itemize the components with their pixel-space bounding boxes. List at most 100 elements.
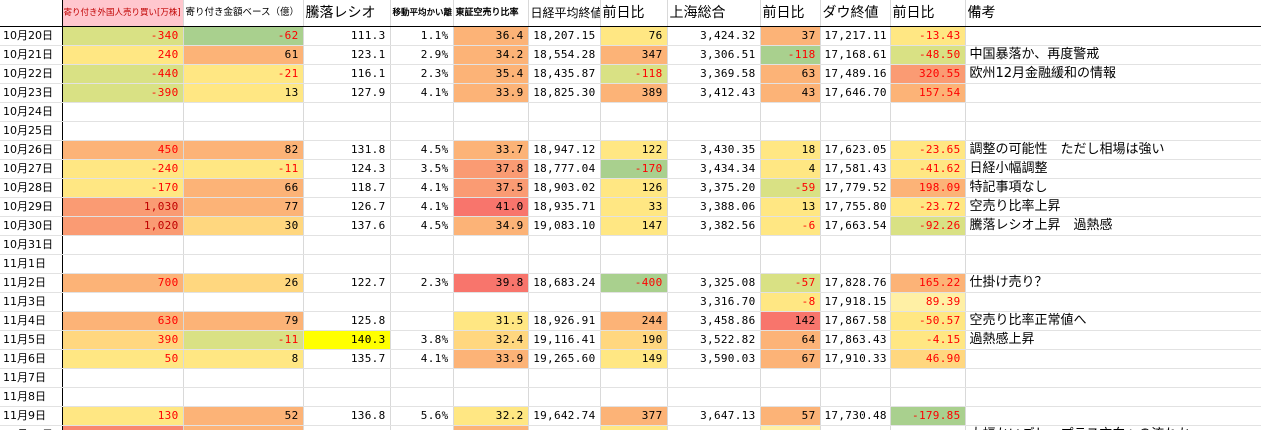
cell-updown_ratio[interactable]: 137.6 bbox=[303, 216, 391, 236]
cell-foreign_open_trades[interactable]: -340 bbox=[62, 26, 184, 46]
header-remarks[interactable]: 備考 bbox=[965, 0, 1261, 27]
header-dow_close[interactable]: ダウ終値 bbox=[820, 0, 891, 27]
cell-open_amount_base[interactable]: 77 bbox=[183, 197, 304, 217]
cell-dow_close[interactable]: 17,623.05 bbox=[820, 140, 891, 160]
cell-foreign_open_trades[interactable]: 1,230 bbox=[62, 425, 184, 430]
cell-nikkei_close[interactable]: 18,683.24 bbox=[528, 273, 601, 293]
cell-open_amount_base[interactable] bbox=[183, 254, 304, 274]
cell-updown_ratio[interactable]: 134.0 bbox=[303, 425, 391, 430]
cell-dow_close[interactable]: 17,867.58 bbox=[820, 311, 891, 331]
cell-shanghai_composite[interactable] bbox=[667, 235, 761, 255]
cell-nikkei_change[interactable]: 244 bbox=[600, 311, 668, 331]
cell-nikkei_close[interactable]: 18,554.28 bbox=[528, 45, 601, 65]
remark-cell[interactable] bbox=[965, 368, 1261, 388]
cell-nikkei_close[interactable] bbox=[528, 235, 601, 255]
cell-foreign_open_trades[interactable] bbox=[62, 368, 184, 388]
cell-dow_close[interactable]: 17,918.15 bbox=[820, 292, 891, 312]
cell-dow_close[interactable] bbox=[820, 254, 891, 274]
remark-cell[interactable]: 日経小幅調整 bbox=[965, 159, 1261, 179]
cell-tse_short_ratio[interactable]: 39.8 bbox=[453, 273, 529, 293]
cell-shanghai_change[interactable]: 63 bbox=[760, 64, 821, 84]
cell-foreign_open_trades[interactable]: 240 bbox=[62, 45, 184, 65]
cell-ma_divergence[interactable] bbox=[390, 387, 454, 407]
cell-shanghai_change[interactable]: -8 bbox=[760, 292, 821, 312]
header-nikkei_change[interactable]: 前日比 bbox=[600, 0, 668, 27]
header-foreign_open_trades[interactable]: 寄り付き外国人売り買い[万株] bbox=[62, 0, 184, 27]
cell-shanghai_composite[interactable]: 3,325.08 bbox=[667, 273, 761, 293]
remark-cell[interactable]: 過熱感上昇 bbox=[965, 330, 1261, 350]
cell-nikkei_close[interactable]: 18,435.87 bbox=[528, 64, 601, 84]
cell-ma_divergence[interactable]: 4.1% bbox=[390, 197, 454, 217]
cell-tse_short_ratio[interactable]: 35.4 bbox=[453, 64, 529, 84]
cell-dow_close[interactable]: 17,730.48 bbox=[820, 406, 891, 426]
row-date[interactable]: 11月3日 bbox=[0, 292, 63, 312]
cell-dow_close[interactable]: 17,910.33 bbox=[820, 349, 891, 369]
cell-shanghai_change[interactable] bbox=[760, 254, 821, 274]
remark-cell[interactable]: 調整の可能性 ただし相場は強い bbox=[965, 140, 1261, 160]
cell-ma_divergence[interactable] bbox=[390, 235, 454, 255]
row-date[interactable]: 11月2日 bbox=[0, 273, 63, 293]
cell-dow_change[interactable]: 157.54 bbox=[890, 83, 966, 103]
cell-ma_divergence[interactable]: 4.5% bbox=[390, 216, 454, 236]
cell-open_amount_base[interactable]: 82 bbox=[183, 140, 304, 160]
cell-dow_change[interactable] bbox=[890, 368, 966, 388]
cell-foreign_open_trades[interactable] bbox=[62, 121, 184, 141]
cell-shanghai_composite[interactable] bbox=[667, 387, 761, 407]
remark-cell[interactable] bbox=[965, 406, 1261, 426]
cell-nikkei_close[interactable]: 19,671.26 bbox=[528, 425, 601, 430]
cell-updown_ratio[interactable] bbox=[303, 121, 391, 141]
cell-tse_short_ratio[interactable]: 32.2 bbox=[453, 406, 529, 426]
cell-nikkei_close[interactable] bbox=[528, 254, 601, 274]
cell-dow_change[interactable]: 89.39 bbox=[890, 292, 966, 312]
remark-cell[interactable] bbox=[965, 292, 1261, 312]
cell-dow_change[interactable]: -48.50 bbox=[890, 45, 966, 65]
header-date[interactable] bbox=[0, 0, 63, 27]
remark-cell[interactable]: 空売り比率上昇 bbox=[965, 197, 1261, 217]
cell-nikkei_change[interactable]: -118 bbox=[600, 64, 668, 84]
cell-open_amount_base[interactable]: -11 bbox=[183, 330, 304, 350]
remark-cell[interactable] bbox=[965, 235, 1261, 255]
cell-shanghai_change[interactable] bbox=[760, 121, 821, 141]
cell-shanghai_composite[interactable]: 3,430.35 bbox=[667, 140, 761, 160]
cell-shanghai_change[interactable]: 142 bbox=[760, 311, 821, 331]
cell-shanghai_composite[interactable]: 3,369.58 bbox=[667, 64, 761, 84]
row-date[interactable]: 11月10日 bbox=[0, 425, 63, 430]
cell-open_amount_base[interactable]: 26 bbox=[183, 273, 304, 293]
cell-shanghai_change[interactable]: 37 bbox=[760, 26, 821, 46]
cell-dow_change[interactable]: -179.85 bbox=[890, 406, 966, 426]
cell-dow_close[interactable]: 17,779.52 bbox=[820, 178, 891, 198]
cell-ma_divergence[interactable]: 5.6% bbox=[390, 406, 454, 426]
cell-nikkei_change[interactable]: -170 bbox=[600, 159, 668, 179]
cell-shanghai_composite[interactable] bbox=[667, 121, 761, 141]
cell-shanghai_composite[interactable]: 3,375.20 bbox=[667, 178, 761, 198]
row-date[interactable]: 10月23日 bbox=[0, 83, 63, 103]
row-date[interactable]: 10月26日 bbox=[0, 140, 63, 160]
cell-nikkei_change[interactable] bbox=[600, 292, 668, 312]
cell-shanghai_composite[interactable]: 3,522.82 bbox=[667, 330, 761, 350]
cell-nikkei_close[interactable]: 18,903.02 bbox=[528, 178, 601, 198]
cell-dow_change[interactable]: -41.62 bbox=[890, 159, 966, 179]
cell-dow_close[interactable] bbox=[820, 235, 891, 255]
cell-nikkei_close[interactable] bbox=[528, 121, 601, 141]
cell-tse_short_ratio[interactable]: 36.4 bbox=[453, 26, 529, 46]
cell-nikkei_change[interactable] bbox=[600, 387, 668, 407]
cell-foreign_open_trades[interactable]: -240 bbox=[62, 159, 184, 179]
cell-shanghai_change[interactable]: -6 bbox=[760, 216, 821, 236]
cell-dow_change[interactable]: -92.26 bbox=[890, 216, 966, 236]
cell-open_amount_base[interactable]: 52 bbox=[183, 406, 304, 426]
cell-tse_short_ratio[interactable] bbox=[453, 387, 529, 407]
cell-ma_divergence[interactable]: 4.1% bbox=[390, 349, 454, 369]
cell-nikkei_close[interactable]: 18,935.71 bbox=[528, 197, 601, 217]
row-date[interactable]: 11月6日 bbox=[0, 349, 63, 369]
cell-shanghai_composite[interactable]: 3,647.13 bbox=[667, 406, 761, 426]
cell-dow_change[interactable]: 165.22 bbox=[890, 273, 966, 293]
cell-open_amount_base[interactable]: 96 bbox=[183, 425, 304, 430]
cell-updown_ratio[interactable]: 127.9 bbox=[303, 83, 391, 103]
cell-shanghai_composite[interactable]: 3,424.32 bbox=[667, 26, 761, 46]
cell-dow_change[interactable]: -50.57 bbox=[890, 311, 966, 331]
cell-nikkei_close[interactable] bbox=[528, 387, 601, 407]
cell-dow_change[interactable]: 46.90 bbox=[890, 349, 966, 369]
remark-cell[interactable]: 騰落レシオ上昇 過熱感 bbox=[965, 216, 1261, 236]
row-date[interactable]: 10月31日 bbox=[0, 235, 63, 255]
cell-nikkei_change[interactable]: 76 bbox=[600, 26, 668, 46]
